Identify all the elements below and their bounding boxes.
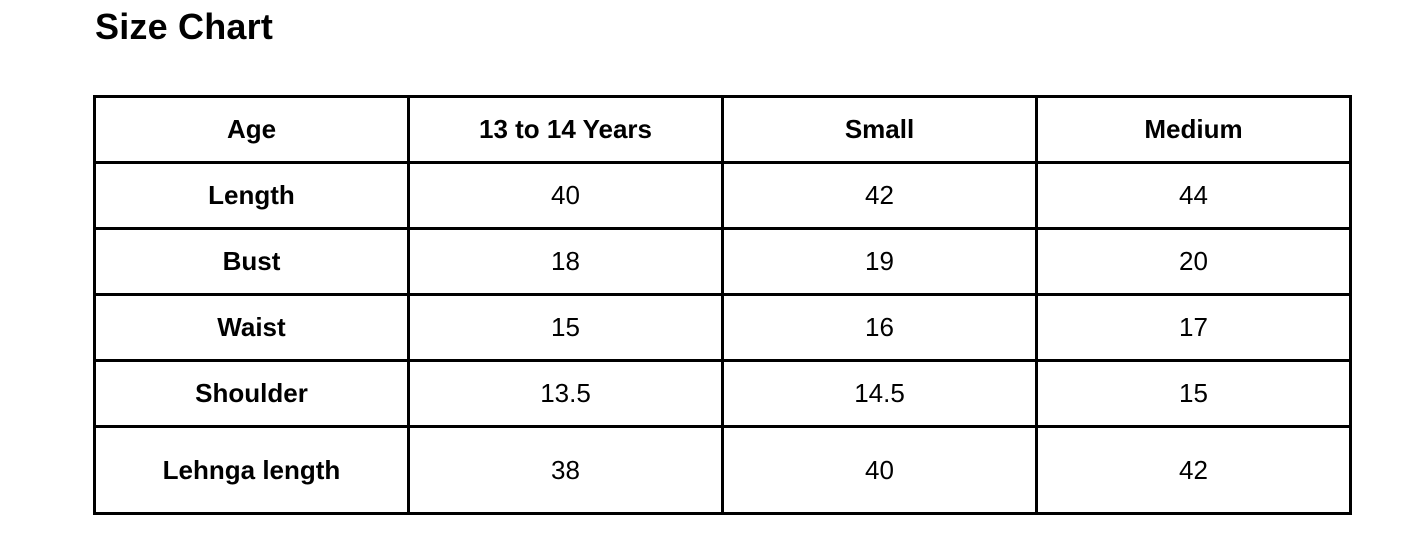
column-header-small: Small [721,95,1038,164]
cell-value: 14.5 [721,359,1038,428]
table-row: Bust 18 19 20 [93,227,1352,296]
cell-value: 20 [1035,227,1352,296]
header-row: Age 13 to 14 Years Small Medium [93,95,1352,164]
cell-value: 13.5 [407,359,724,428]
cell-value: 18 [407,227,724,296]
row-label-length: Length [93,161,410,230]
row-label-waist: Waist [93,293,410,362]
table-row: Length 40 42 44 [93,161,1352,230]
cell-value: 42 [1035,425,1352,515]
cell-value: 44 [1035,161,1352,230]
cell-value: 15 [1035,359,1352,428]
table-row: Lehnga length 38 40 42 [93,425,1352,515]
column-header-13-to-14-years: 13 to 14 Years [407,95,724,164]
column-header-age: Age [93,95,410,164]
table-row: Shoulder 13.5 14.5 15 [93,359,1352,428]
cell-value: 16 [721,293,1038,362]
table-header: Age 13 to 14 Years Small Medium [93,95,1352,164]
size-chart-table: Age 13 to 14 Years Small Medium Length 40 42 4… [93,95,1352,515]
cell-value: 19 [721,227,1038,296]
cell-value: 42 [721,161,1038,230]
table-row: Waist 15 16 17 [93,293,1352,362]
cell-value: 15 [407,293,724,362]
row-label-lehnga-length: Lehnga length [93,425,410,515]
page-title: Size Chart [95,6,274,47]
table-body: Length 40 42 44 Bust 18 19 20 Waist 15 16 17 Shoulde… [93,161,1352,515]
cell-value: 40 [721,425,1038,515]
row-label-bust: Bust [93,227,410,296]
cell-value: 38 [407,425,724,515]
row-label-shoulder: Shoulder [93,359,410,428]
cell-value: 40 [407,161,724,230]
column-header-medium: Medium [1035,95,1352,164]
cell-value: 17 [1035,293,1352,362]
